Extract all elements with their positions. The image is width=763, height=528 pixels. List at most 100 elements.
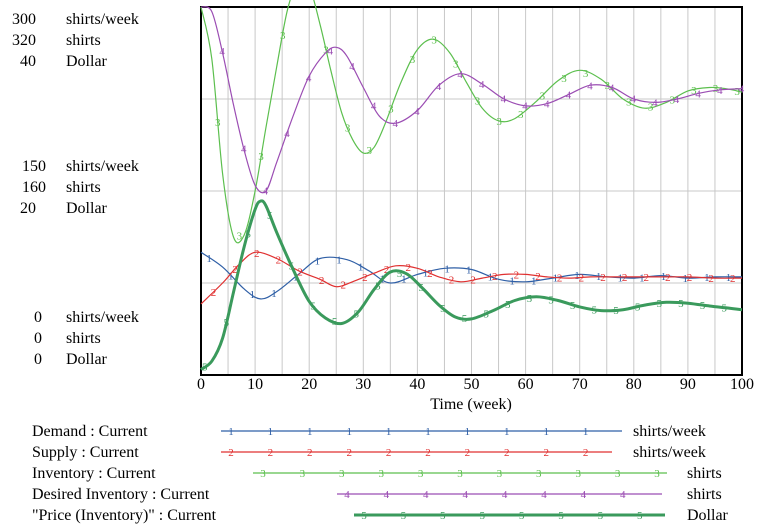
series-marker-5: 5 xyxy=(245,228,251,240)
series-marker-3: 3 xyxy=(453,59,459,71)
series-marker-1: 1 xyxy=(639,272,645,284)
series-marker-1: 1 xyxy=(553,273,559,285)
legend-entry-3: Inventory : Current 3 3 3 3 3 3 3 3 3 3 3 shirts xyxy=(32,465,722,482)
legend-marker: 5 xyxy=(361,510,367,522)
series-marker-3: 3 xyxy=(280,30,286,42)
y-label-middle-value-0: 150 xyxy=(22,158,46,175)
series-marker-3: 3 xyxy=(626,97,632,109)
legend-entry-4: Desired Inventory : Current 4 4 4 4 4 4 4 4 shirt… xyxy=(32,486,722,503)
legend-marker: 1 xyxy=(504,426,510,438)
series-marker-3: 3 xyxy=(496,116,502,128)
y-axis-labels-middle: 150 shirts/week 160 shirts 20 Dollar xyxy=(20,158,139,217)
series-marker-5: 5 xyxy=(635,302,641,314)
y-label-top-value-2: 40 xyxy=(20,53,36,70)
series-marker-1: 1 xyxy=(271,288,277,300)
series-marker-4: 4 xyxy=(522,101,528,113)
y-label-middle-unit-2: Dollar xyxy=(66,200,108,217)
series-marker-5: 5 xyxy=(440,303,446,315)
series-marker-5: 5 xyxy=(721,303,727,315)
series-marker-2: 2 xyxy=(600,272,606,284)
series-marker-2: 2 xyxy=(276,254,282,266)
y-axis-labels-top: 300 shirts/week 320 shirts 40 Dollar xyxy=(12,11,139,70)
y-label-top-unit-1: shirts xyxy=(66,32,101,49)
series-marker-2: 2 xyxy=(211,287,217,299)
x-tick-label: 80 xyxy=(626,376,642,393)
series-marker-2: 2 xyxy=(384,264,390,276)
series-marker-5: 5 xyxy=(656,298,662,310)
y-label-middle-value-2: 20 xyxy=(20,200,36,217)
y-label-top-value-0: 300 xyxy=(12,11,36,28)
series-marker-4: 4 xyxy=(739,84,745,96)
legend-marker: 2 xyxy=(346,447,352,459)
legend-marker: 1 xyxy=(307,426,313,438)
series-marker-3: 3 xyxy=(410,54,416,66)
series-marker-2: 2 xyxy=(708,273,714,285)
x-tick-label: 50 xyxy=(464,376,480,393)
legend-unit: Dollar xyxy=(687,507,729,524)
x-tick-label: 30 xyxy=(355,376,371,393)
legend-marker: 2 xyxy=(268,447,274,459)
series-marker-3: 3 xyxy=(518,109,524,121)
series-marker-1: 1 xyxy=(315,255,321,267)
series-marker-1: 1 xyxy=(488,271,494,283)
y-label-middle-unit-0: shirts/week xyxy=(66,158,139,175)
series-marker-2: 2 xyxy=(449,275,455,287)
series-marker-4: 4 xyxy=(284,128,290,140)
series-marker-5: 5 xyxy=(332,316,338,328)
legend-marker: 3 xyxy=(575,468,581,480)
series-line-4 xyxy=(200,6,743,194)
x-tick-label: 40 xyxy=(409,376,425,393)
legend-marker: 4 xyxy=(502,489,508,501)
legend-marker: 3 xyxy=(457,468,463,480)
series-marker-1: 1 xyxy=(509,276,515,288)
series-marker-1: 1 xyxy=(444,263,450,275)
series-marker-4: 4 xyxy=(457,69,463,81)
series-marker-2: 2 xyxy=(622,272,628,284)
series-marker-4: 4 xyxy=(652,97,658,109)
series-marker-5: 5 xyxy=(548,294,554,306)
legend-unit: shirts xyxy=(687,486,722,503)
y-label-bottom-unit-2: Dollar xyxy=(66,351,108,368)
legend-marker: 2 xyxy=(504,447,510,459)
legend-entry-5: "Price (Inventory)" : Current 5 5 5 5 5 5 5 5 Dol… xyxy=(32,507,729,524)
series-marker-1: 1 xyxy=(466,264,472,276)
series-marker-5: 5 xyxy=(310,300,316,312)
x-tick-label: 20 xyxy=(301,376,317,393)
series-marker-2: 2 xyxy=(730,273,736,285)
series-marker-2: 2 xyxy=(341,280,347,292)
legend: Demand : Current 1 1 1 1 1 1 1 1 1 1 shirts/weekSup… xyxy=(32,423,729,524)
series-marker-4: 4 xyxy=(695,88,701,100)
series-marker-4: 4 xyxy=(479,79,485,91)
legend-marker: 2 xyxy=(465,447,471,459)
series-marker-5: 5 xyxy=(267,210,273,222)
series-marker-5: 5 xyxy=(289,261,295,273)
series-marker-5: 5 xyxy=(354,309,360,321)
legend-marker: 5 xyxy=(440,510,446,522)
series-marker-3: 3 xyxy=(648,102,654,114)
legend-marker: 4 xyxy=(344,489,350,501)
series-marker-1: 1 xyxy=(228,270,234,282)
series-marker-4: 4 xyxy=(371,101,377,113)
legend-marker: 5 xyxy=(401,510,407,522)
series-marker-1: 1 xyxy=(682,273,688,285)
series-marker-5: 5 xyxy=(224,317,230,329)
legend-marker: 2 xyxy=(425,447,431,459)
series-marker-4: 4 xyxy=(674,94,680,106)
y-label-top-unit-0: shirts/week xyxy=(66,11,139,28)
legend-marker: 5 xyxy=(598,510,604,522)
series-marker-1: 1 xyxy=(531,276,537,288)
x-tick-label: 10 xyxy=(247,376,263,393)
legend-marker: 3 xyxy=(300,468,306,480)
series-marker-5: 5 xyxy=(592,304,598,316)
series-marker-4: 4 xyxy=(544,99,550,111)
legend-label: Inventory : Current xyxy=(32,465,156,482)
legend-marker: 1 xyxy=(228,426,234,438)
series-marker-5: 5 xyxy=(570,300,576,312)
series-marker-4: 4 xyxy=(566,90,572,102)
series-marker-4: 4 xyxy=(328,45,334,57)
y-label-middle-unit-1: shirts xyxy=(66,179,101,196)
series-marker-4: 4 xyxy=(241,143,247,155)
series-marker-3: 3 xyxy=(734,86,740,98)
series-marker-1: 1 xyxy=(206,253,212,265)
series-marker-1: 1 xyxy=(336,254,342,266)
